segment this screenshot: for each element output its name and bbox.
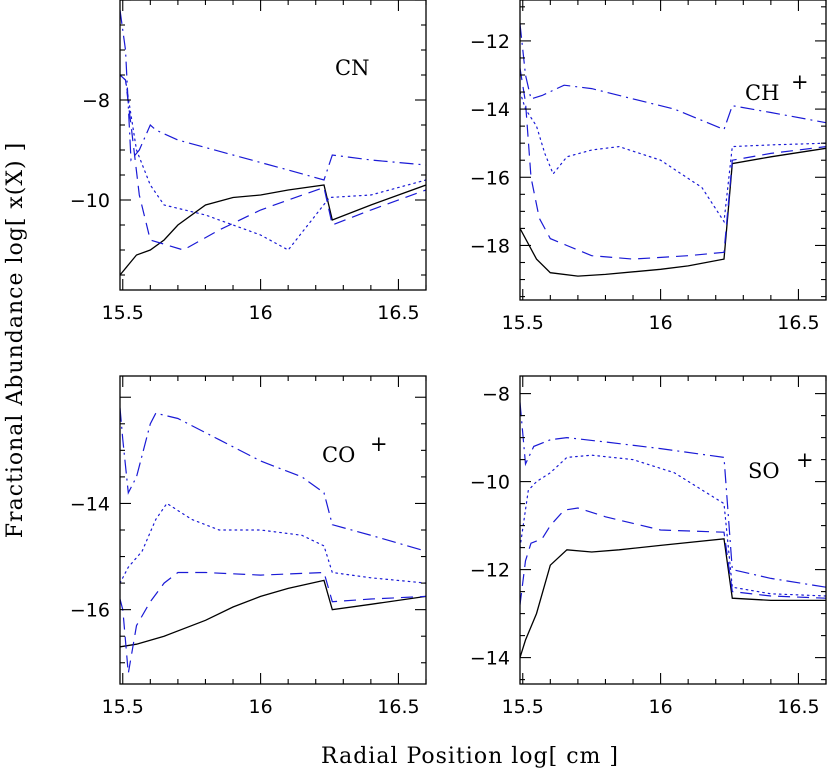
y-tick-label: −10 bbox=[470, 472, 510, 494]
x-tick-label: 16.5 bbox=[377, 696, 419, 718]
y-tick-label: −14 bbox=[70, 493, 110, 515]
panel-top-left: 15.5 16 16.5 −8 −10 CN bbox=[70, 0, 427, 324]
series-line-dashed bbox=[520, 68, 826, 260]
series-line-solid bbox=[120, 579, 426, 648]
series-line-dashdot bbox=[520, 402, 826, 588]
y-tick-label: −12 bbox=[470, 31, 510, 53]
species-label: CO bbox=[322, 443, 355, 467]
y-tick-label: −14 bbox=[470, 648, 510, 670]
y-tick-label: −8 bbox=[82, 90, 110, 112]
x-tick-label: 15.5 bbox=[102, 696, 144, 718]
x-tick-label: 16.5 bbox=[777, 312, 819, 334]
series-group bbox=[120, 9, 426, 276]
series-group bbox=[520, 23, 826, 277]
x-tick-label: 16.5 bbox=[377, 302, 419, 324]
y-axis-title: Fractional Abundance log[ x(X) ] bbox=[3, 142, 28, 538]
series-line-dashdot bbox=[520, 23, 826, 131]
series-line-solid bbox=[520, 147, 826, 277]
panel-bottom-left: 15.5 16 16.5 −14 −16 CO + bbox=[70, 375, 427, 718]
plot-frame bbox=[519, 0, 827, 301]
series-line-dashed bbox=[120, 74, 426, 251]
series-group bbox=[520, 402, 826, 658]
series-line-dotted bbox=[120, 74, 426, 251]
species-label-superscript: + bbox=[370, 432, 388, 456]
x-tick-label: 15.5 bbox=[502, 696, 544, 718]
x-axis-title: Radial Position log[ cm ] bbox=[321, 744, 619, 769]
species-label: CH bbox=[745, 81, 779, 105]
y-tick-label: −16 bbox=[70, 600, 110, 622]
y-tick-label: −12 bbox=[470, 560, 510, 582]
plot-frame bbox=[119, 375, 427, 685]
y-tick-label: −10 bbox=[70, 190, 110, 212]
species-label: SO bbox=[748, 459, 780, 483]
plot-frame bbox=[519, 375, 827, 685]
y-tick-label: −18 bbox=[470, 235, 510, 257]
species-label: CN bbox=[335, 56, 369, 80]
panel-top-right: 15.5 16 16.5 −12 −14 −16 −18 CH + bbox=[470, 0, 827, 334]
panel-bottom-right: 15.5 16 16.5 −8 −10 −12 −14 SO + bbox=[470, 375, 827, 718]
x-tick-label: 16 bbox=[249, 302, 273, 324]
series-line-solid bbox=[520, 538, 826, 658]
x-tick-label: 16 bbox=[649, 312, 673, 334]
series-group bbox=[120, 407, 426, 674]
species-label-superscript: + bbox=[791, 70, 809, 94]
series-line-dashdot bbox=[120, 407, 426, 552]
series-line-solid bbox=[120, 184, 426, 276]
species-label-superscript: + bbox=[796, 448, 814, 472]
series-line-dotted bbox=[120, 502, 426, 584]
series-line-dotted bbox=[520, 454, 826, 597]
x-tick-label: 15.5 bbox=[102, 302, 144, 324]
series-line-dashdot bbox=[120, 9, 426, 181]
series-line-dashed bbox=[120, 571, 426, 674]
y-tick-label: −14 bbox=[470, 99, 510, 121]
y-tick-label: −8 bbox=[482, 384, 510, 406]
series-line-dashed bbox=[520, 507, 826, 605]
x-tick-label: 16.5 bbox=[777, 696, 819, 718]
series-line-dotted bbox=[520, 91, 826, 224]
plot-frame bbox=[119, 0, 427, 291]
x-tick-label: 15.5 bbox=[502, 312, 544, 334]
x-tick-label: 16 bbox=[649, 696, 673, 718]
y-tick-label: −16 bbox=[470, 167, 510, 189]
x-tick-label: 16 bbox=[249, 696, 273, 718]
